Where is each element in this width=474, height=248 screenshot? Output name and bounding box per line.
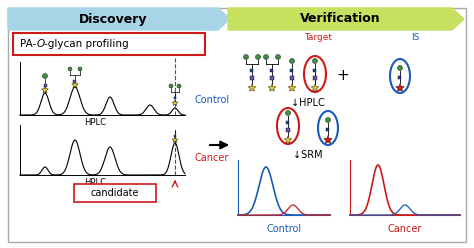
Circle shape	[43, 73, 47, 79]
Circle shape	[244, 55, 248, 60]
Polygon shape	[311, 84, 319, 91]
Text: PA-: PA-	[20, 39, 36, 49]
Bar	[250, 68, 254, 71]
Polygon shape	[72, 82, 78, 88]
FancyArrowPatch shape	[210, 142, 227, 148]
Polygon shape	[8, 8, 230, 30]
Polygon shape	[284, 136, 292, 143]
Text: ↓HPLC: ↓HPLC	[291, 98, 325, 108]
Text: Discovery: Discovery	[79, 12, 147, 26]
Bar	[174, 135, 176, 137]
Bar	[286, 121, 290, 124]
Polygon shape	[268, 84, 276, 91]
Circle shape	[177, 84, 181, 88]
Text: Control: Control	[266, 224, 301, 234]
Polygon shape	[248, 84, 256, 91]
Bar	[399, 75, 401, 79]
Text: Verification: Verification	[300, 12, 380, 26]
Bar	[250, 76, 254, 80]
Bar	[327, 127, 329, 130]
Text: O: O	[37, 39, 45, 49]
Text: candidate: candidate	[91, 188, 139, 198]
FancyBboxPatch shape	[13, 33, 205, 55]
Circle shape	[312, 59, 318, 63]
Text: HPLC: HPLC	[84, 118, 106, 127]
FancyBboxPatch shape	[74, 184, 156, 202]
Polygon shape	[288, 84, 296, 91]
Bar	[174, 97, 176, 99]
FancyBboxPatch shape	[8, 8, 466, 242]
Text: +: +	[337, 68, 349, 84]
Polygon shape	[396, 84, 404, 92]
Bar	[313, 68, 317, 71]
Circle shape	[255, 55, 261, 60]
Circle shape	[68, 67, 72, 71]
Text: Cancer: Cancer	[388, 224, 422, 234]
Polygon shape	[228, 8, 464, 30]
Bar	[291, 68, 293, 71]
Text: IS: IS	[411, 33, 419, 42]
Polygon shape	[324, 135, 332, 144]
Bar	[44, 84, 46, 87]
Text: HPLC: HPLC	[84, 178, 106, 187]
Polygon shape	[172, 100, 178, 105]
Bar	[286, 128, 290, 132]
Bar	[271, 68, 273, 71]
Text: Control: Control	[195, 95, 230, 105]
Text: Target: Target	[304, 33, 332, 42]
Text: Cancer: Cancer	[195, 153, 229, 163]
Circle shape	[290, 59, 294, 63]
Circle shape	[285, 111, 291, 116]
Circle shape	[78, 67, 82, 71]
Polygon shape	[172, 137, 178, 142]
Polygon shape	[42, 87, 48, 93]
Bar	[313, 76, 317, 80]
Bar	[290, 76, 294, 80]
Circle shape	[326, 118, 330, 123]
Circle shape	[398, 65, 402, 70]
Circle shape	[264, 55, 268, 60]
Circle shape	[275, 55, 281, 60]
Text: ↓SRM: ↓SRM	[293, 150, 323, 160]
Circle shape	[169, 84, 173, 88]
Bar	[73, 80, 76, 83]
Bar	[270, 76, 274, 80]
Text: -glycan profiling: -glycan profiling	[44, 39, 128, 49]
